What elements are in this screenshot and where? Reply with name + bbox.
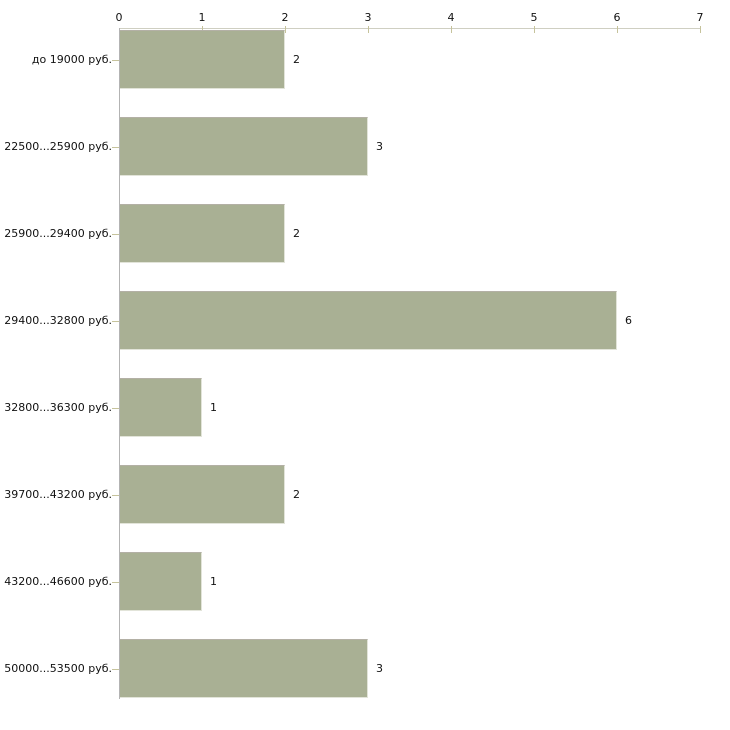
bar bbox=[120, 465, 285, 524]
category-label: 43200...46600 руб. bbox=[4, 575, 112, 588]
x-tick-label: 4 bbox=[447, 11, 455, 24]
bar bbox=[120, 378, 202, 437]
y-tick-mark bbox=[112, 495, 119, 496]
y-tick-mark bbox=[112, 669, 119, 670]
y-tick-mark bbox=[112, 234, 119, 235]
x-tick-label: 3 bbox=[364, 11, 372, 24]
bar bbox=[120, 639, 368, 698]
x-tick-label: 0 bbox=[115, 11, 123, 24]
x-tick-label: 2 bbox=[281, 11, 289, 24]
x-axis-line bbox=[119, 28, 701, 29]
value-label: 1 bbox=[210, 575, 217, 588]
x-tick-label: 6 bbox=[613, 11, 621, 24]
bar bbox=[120, 117, 368, 176]
x-tick-mark bbox=[534, 26, 535, 33]
bar bbox=[120, 30, 285, 89]
y-tick-mark bbox=[112, 321, 119, 322]
category-label: 32800...36300 руб. bbox=[4, 401, 112, 414]
bar bbox=[120, 204, 285, 263]
value-label: 2 bbox=[293, 227, 300, 240]
value-label: 3 bbox=[376, 140, 383, 153]
category-label: до 19000 руб. bbox=[31, 53, 112, 66]
value-label: 2 bbox=[293, 53, 300, 66]
y-tick-mark bbox=[112, 408, 119, 409]
y-tick-mark bbox=[112, 147, 119, 148]
bar bbox=[120, 552, 202, 611]
value-label: 1 bbox=[210, 401, 217, 414]
x-tick-mark bbox=[700, 26, 701, 33]
y-axis-line bbox=[119, 28, 120, 699]
x-tick-mark bbox=[617, 26, 618, 33]
category-label: 25900...29400 руб. bbox=[4, 227, 112, 240]
category-label: 22500...25900 руб. bbox=[4, 140, 112, 153]
x-tick-label: 1 bbox=[198, 11, 206, 24]
y-tick-mark bbox=[112, 582, 119, 583]
category-label: 50000...53500 руб. bbox=[4, 662, 112, 675]
x-tick-label: 7 bbox=[696, 11, 704, 24]
x-tick-mark bbox=[202, 26, 203, 33]
y-tick-mark bbox=[112, 60, 119, 61]
x-tick-mark bbox=[368, 26, 369, 33]
category-label: 29400...32800 руб. bbox=[4, 314, 112, 327]
bar bbox=[120, 291, 617, 350]
value-label: 6 bbox=[625, 314, 632, 327]
value-label: 2 bbox=[293, 488, 300, 501]
x-tick-mark bbox=[285, 26, 286, 33]
value-label: 3 bbox=[376, 662, 383, 675]
category-label: 39700...43200 руб. bbox=[4, 488, 112, 501]
x-tick-mark bbox=[451, 26, 452, 33]
x-tick-label: 5 bbox=[530, 11, 538, 24]
